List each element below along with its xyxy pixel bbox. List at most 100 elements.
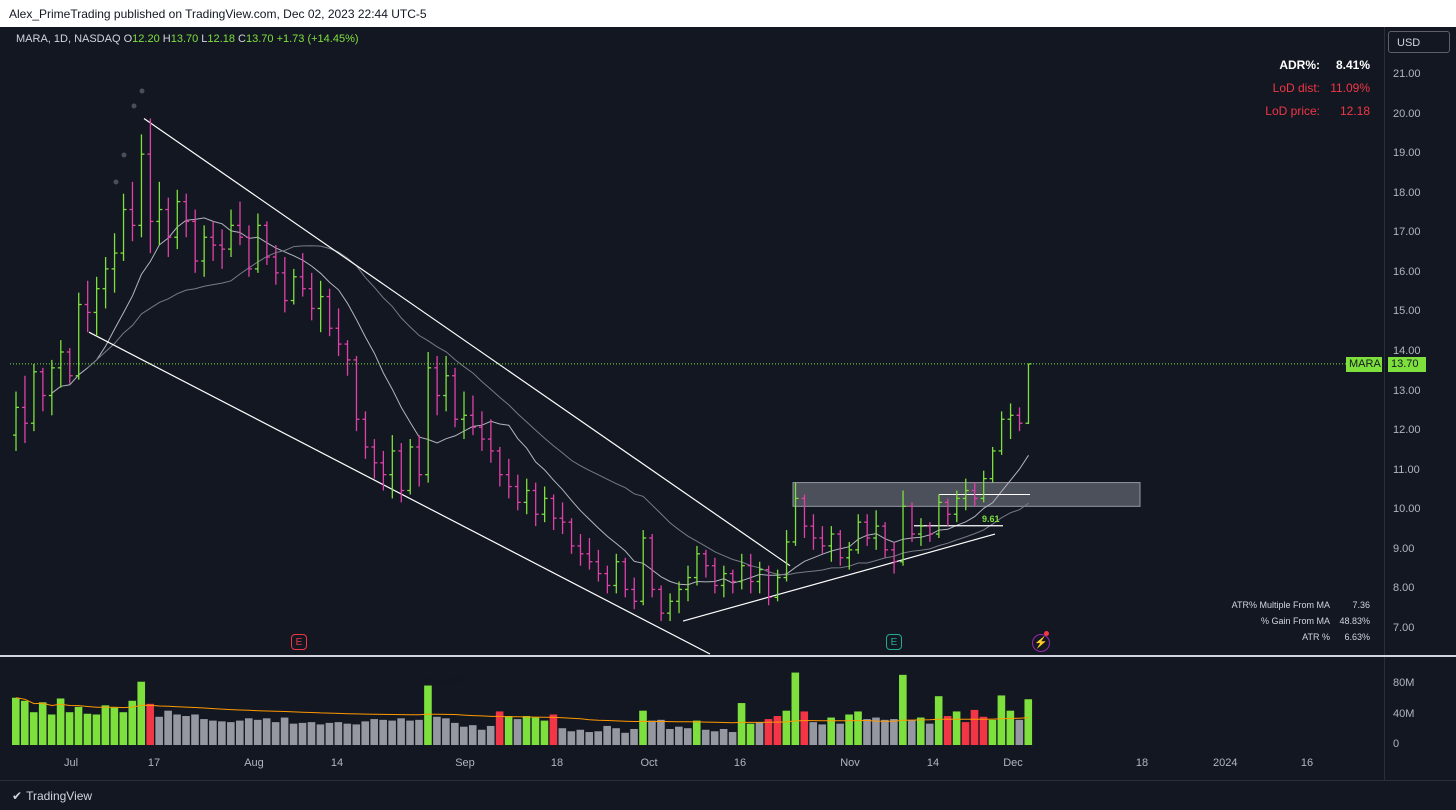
- volume-bar: [737, 703, 746, 745]
- adr-label: ADR%:: [1279, 58, 1320, 72]
- volume-bar: [576, 729, 585, 745]
- volume-bar: [504, 716, 513, 745]
- volume-bar: [549, 714, 558, 745]
- volume-bar: [666, 728, 674, 745]
- volume-bar: [603, 725, 611, 745]
- volume-bar: [585, 732, 594, 745]
- ma-25-line: [87, 245, 1029, 576]
- volume-bar: [567, 731, 576, 745]
- close-label: C: [238, 33, 246, 45]
- time-tick-label: Sep: [455, 757, 475, 769]
- volume-bar: [710, 731, 719, 745]
- tv-logo-icon: ✔: [12, 789, 23, 803]
- level-label: 9.61: [982, 514, 1000, 524]
- time-tick-label: 16: [1300, 757, 1314, 769]
- volume-bar: [1015, 719, 1024, 745]
- volume-bar: [836, 723, 844, 745]
- volume-bar: [56, 698, 65, 745]
- volume-bar: [854, 711, 862, 745]
- volume-bar: [916, 717, 925, 745]
- volume-bar: [370, 719, 378, 745]
- volume-bar: [934, 696, 943, 745]
- volume-bar: [182, 716, 190, 745]
- price-tick-label: 15.00: [1393, 305, 1421, 318]
- atr-table: ATR% Multiple From MA 7.36 % Gain From M…: [1200, 600, 1370, 648]
- volume-bar: [863, 719, 871, 745]
- price-tick-label: 20.00: [1393, 107, 1421, 120]
- volume-bar: [773, 716, 782, 745]
- symbol-legend[interactable]: MARA, 1D, NASDAQ O12.20 H13.70 L12.18 C1…: [16, 33, 359, 45]
- atr-multiple-row: ATR% Multiple From MA 7.36: [1200, 600, 1370, 616]
- volume-bar: [47, 714, 56, 745]
- footer-bar: ✔ TradingView: [0, 780, 1456, 810]
- volume-bar: [119, 712, 128, 745]
- volume-bar: [979, 716, 988, 745]
- atr-multiple-label: ATR% Multiple From MA: [1231, 600, 1330, 610]
- volume-bar: [83, 713, 92, 745]
- wedge-upper-trendline: [143, 118, 791, 567]
- event-dot: [1044, 631, 1049, 636]
- volume-bar: [925, 723, 934, 745]
- time-tick-label: Jul: [63, 757, 79, 769]
- volume-bar: [845, 714, 853, 745]
- tradingview-logo[interactable]: ✔ TradingView: [12, 789, 92, 803]
- signal-dot: [139, 88, 145, 94]
- volume-tick-label: 0: [1393, 738, 1400, 750]
- volume-bar: [74, 706, 83, 745]
- time-tick-label: 14: [926, 757, 940, 769]
- volume-bar: [648, 720, 656, 745]
- price-scale[interactable]: [1384, 27, 1456, 780]
- volume-bar: [558, 728, 567, 745]
- lod-price-value: 12.18: [1339, 104, 1370, 118]
- volume-bar: [20, 700, 29, 745]
- symbol-ticker: MARA, 1D, NASDAQ: [16, 33, 121, 45]
- volume-bar: [630, 728, 638, 745]
- time-tick-label: 18: [550, 757, 564, 769]
- price-tick-label: 14.00: [1393, 345, 1421, 357]
- volume-bar: [782, 710, 791, 745]
- volume-bar: [110, 707, 119, 745]
- volume-bar: [675, 726, 683, 745]
- lightning-event-icon[interactable]: ⚡: [1032, 634, 1050, 652]
- volume-bar: [271, 722, 280, 745]
- gain-from-ma-row: % Gain From MA 48.83%: [1200, 616, 1370, 632]
- price-tick-label: 21.00: [1393, 68, 1421, 80]
- price-tick-label: 7.00: [1393, 622, 1415, 634]
- high-label: H: [162, 33, 171, 45]
- volume-bar: [881, 719, 889, 745]
- volume-bar: [128, 700, 137, 745]
- volume-bar: [540, 720, 549, 745]
- volume-bar: [890, 719, 898, 745]
- time-tick-label: 18: [1135, 757, 1149, 769]
- volume-bar: [639, 710, 647, 745]
- volume-bar: [164, 710, 172, 745]
- time-tick-label: 17: [147, 757, 161, 769]
- signal-dot: [113, 179, 119, 185]
- earnings-marker-2[interactable]: E: [886, 634, 902, 650]
- time-tick-label: Oct: [640, 757, 658, 769]
- low-label: L: [201, 33, 208, 45]
- change-value: +1.73 (+14.45%): [276, 33, 359, 45]
- volume-bar: [970, 709, 979, 745]
- time-tick-label: 14: [330, 757, 344, 769]
- volume-bar: [29, 712, 38, 745]
- volume-bar: [1024, 699, 1033, 745]
- last-price-tag: 13.70: [1388, 357, 1426, 372]
- volume-bar: [38, 702, 47, 745]
- earnings-marker-1[interactable]: E: [291, 634, 307, 650]
- publisher-text: Alex_PrimeTrading published on TradingVi…: [9, 7, 427, 21]
- chart-pane[interactable]: [0, 27, 1456, 780]
- volume-bar: [244, 718, 253, 745]
- time-tick-label: Nov: [840, 757, 860, 769]
- price-tick-label: 17.00: [1393, 226, 1421, 239]
- volume-bar: [755, 722, 764, 745]
- low-value: 12.18: [207, 33, 235, 45]
- volume-bar: [12, 697, 20, 745]
- close-value: 13.70: [245, 33, 274, 45]
- rising-support-trendline: [682, 533, 996, 622]
- volume-bar: [809, 722, 818, 745]
- pane-divider[interactable]: [0, 655, 1456, 657]
- adr-stats-panel: ADR%: 8.41% LoD dist: 11.09% LoD price: …: [1240, 58, 1370, 127]
- currency-button[interactable]: USD: [1388, 31, 1450, 53]
